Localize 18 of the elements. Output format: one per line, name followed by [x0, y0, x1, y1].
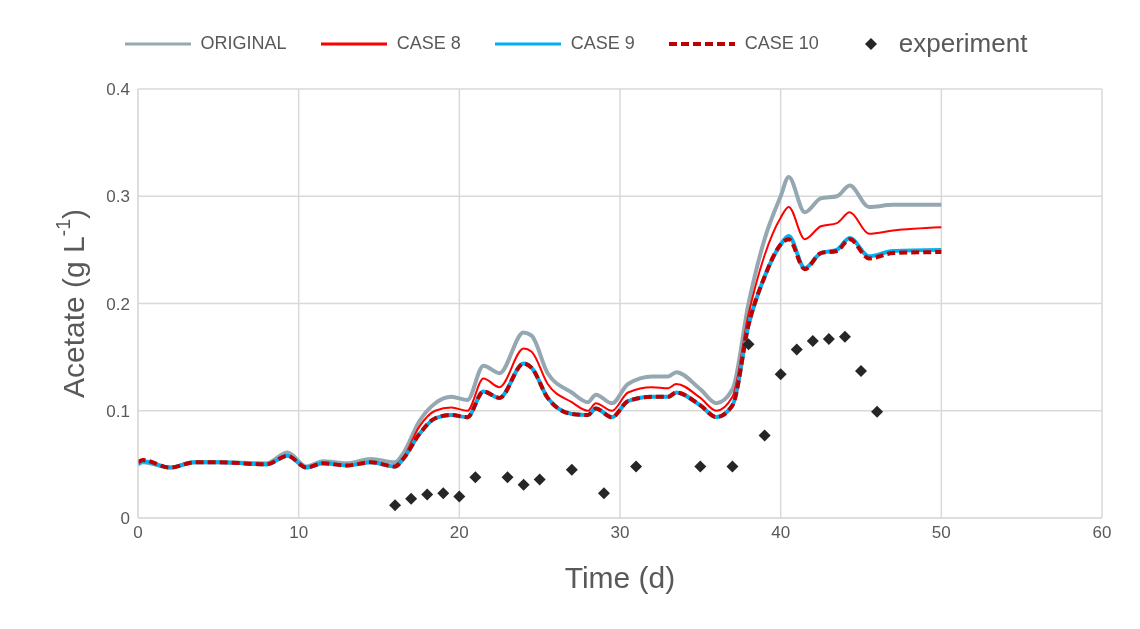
- y-tick-label: 0.3: [106, 187, 130, 207]
- x-tick-label: 40: [771, 523, 791, 543]
- legend-label: experiment: [898, 28, 1028, 59]
- y-tick-label: 0.4: [106, 80, 130, 100]
- x-tick-label: 50: [931, 523, 951, 543]
- legend-label: CASE 10: [744, 33, 819, 54]
- x-tick-label: 30: [610, 523, 630, 543]
- x-tick-label: 60: [1092, 523, 1112, 543]
- legend-label: CASE 9: [570, 33, 635, 54]
- y-tick-label: 0: [120, 509, 130, 529]
- y-tick-label: 0.1: [106, 401, 130, 421]
- x-axis-title: Time (d): [564, 561, 676, 594]
- x-tick-label: 20: [449, 523, 469, 543]
- x-tick-label: 0: [133, 523, 143, 543]
- legend-label: ORIGINAL: [200, 33, 287, 54]
- y-tick-label: 0.2: [106, 294, 130, 314]
- legend-label: CASE 8: [396, 33, 461, 54]
- x-tick-label: 10: [289, 523, 309, 543]
